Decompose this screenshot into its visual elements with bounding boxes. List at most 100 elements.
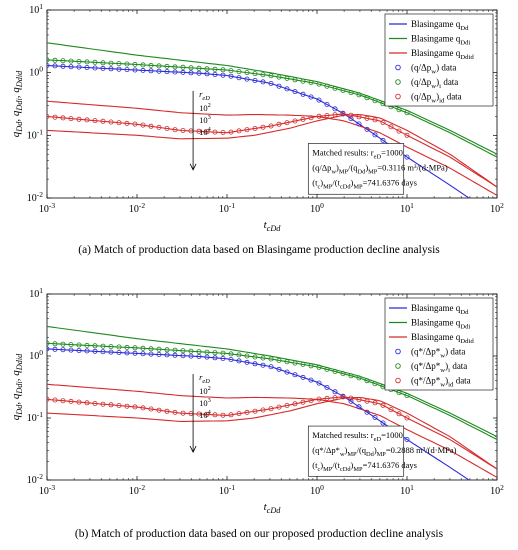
data-marker — [68, 64, 74, 70]
data-marker — [108, 60, 114, 66]
data-marker — [340, 88, 346, 94]
data-marker — [84, 342, 90, 348]
data-marker — [316, 396, 322, 402]
data-marker — [60, 115, 66, 121]
chart-panel-a: 10-3​10-2​10-1​100​101​102​10-2​10-1​100… — [10, 2, 504, 233]
data-marker — [76, 342, 82, 348]
data-marker — [244, 409, 250, 415]
data-marker — [316, 81, 322, 87]
y-tick-label: 10-1​ — [27, 127, 43, 141]
data-marker — [380, 120, 386, 126]
data-marker — [324, 384, 330, 390]
data-marker — [220, 67, 226, 73]
data-marker — [76, 64, 82, 70]
data-marker — [356, 397, 362, 403]
data-marker — [132, 121, 138, 127]
data-marker — [260, 79, 266, 85]
data-marker — [284, 402, 290, 408]
legend-box — [384, 13, 494, 107]
data-marker — [92, 118, 98, 124]
plot-frame — [46, 9, 498, 199]
legend: Blasingame qDd​ Blasingame qDdi​Blasingam… — [384, 297, 494, 391]
data-marker — [148, 123, 154, 129]
y-axis-label: qDd, qDdi, qDdid​ — [10, 353, 24, 420]
data-marker — [228, 129, 234, 135]
data-marker — [260, 407, 266, 413]
data-marker — [212, 72, 218, 78]
matched-results-line: (q*/Δp*w)MP/(qDd)MP=0.2888 m³/(d·MPa) — [312, 445, 456, 458]
x-tick-label: 10-1​ — [219, 201, 235, 215]
data-marker — [100, 343, 106, 349]
data-marker — [60, 63, 66, 69]
data-marker — [332, 389, 338, 395]
data-marker — [108, 402, 114, 408]
data-marker — [348, 90, 354, 96]
data-marker — [388, 407, 394, 413]
reD-annotation: reD​102​103​104​ — [189, 89, 212, 171]
series-line — [47, 64, 470, 198]
y-tick-label: 10-2​ — [27, 472, 43, 486]
data-marker — [100, 118, 106, 124]
data-marker — [180, 348, 186, 354]
plot-area — [47, 325, 497, 480]
data-marker — [292, 77, 298, 83]
data-marker — [276, 404, 282, 410]
data-marker — [156, 124, 162, 130]
legend-label: (q/Δpw)i data — [411, 77, 458, 90]
data-marker — [116, 120, 122, 126]
legend-label: (q*/Δp*w) data — [411, 347, 465, 360]
reD-value: 102​ — [199, 102, 211, 113]
data-marker — [140, 62, 146, 68]
data-marker — [388, 124, 394, 130]
data-marker — [172, 352, 178, 358]
data-marker — [47, 346, 50, 352]
data-marker — [308, 94, 314, 100]
data-marker — [132, 350, 138, 356]
data-marker — [100, 349, 106, 355]
data-marker — [364, 398, 370, 404]
data-marker — [204, 66, 210, 72]
x-tick-label: 10-1​ — [219, 483, 235, 497]
data-marker — [84, 65, 90, 71]
data-marker — [356, 404, 362, 410]
data-marker — [396, 390, 402, 396]
data-marker — [140, 122, 146, 128]
data-marker — [156, 346, 162, 352]
data-marker — [372, 400, 378, 406]
data-marker — [164, 69, 170, 75]
data-marker — [68, 116, 74, 122]
data-marker — [124, 350, 130, 356]
data-marker — [52, 114, 58, 120]
data-marker — [284, 359, 290, 365]
data-marker — [76, 59, 82, 65]
data-marker — [52, 346, 58, 352]
data-marker — [140, 351, 146, 357]
x-tick-label: 10-2​ — [129, 483, 145, 497]
data-marker — [340, 111, 346, 117]
data-marker — [284, 86, 290, 92]
data-marker — [260, 355, 266, 361]
data-marker — [276, 74, 282, 80]
data-marker — [204, 71, 210, 77]
x-tick-label: 102​ — [490, 483, 504, 497]
data-marker — [52, 397, 58, 403]
data-marker — [180, 353, 186, 359]
x-tick-label: 100​ — [310, 201, 324, 215]
reD-label: reD​ — [199, 372, 210, 385]
x-axis-label: tcDd​ — [264, 501, 282, 515]
data-marker — [47, 340, 50, 346]
series-line — [47, 342, 497, 440]
data-marker — [372, 98, 378, 104]
data-marker — [372, 381, 378, 387]
data-marker — [404, 110, 410, 116]
series-line — [47, 42, 497, 155]
data-marker — [348, 116, 354, 122]
data-marker — [308, 398, 314, 404]
data-marker — [92, 343, 98, 349]
y-tick-label: 10-1​ — [27, 410, 43, 424]
data-marker — [268, 73, 274, 79]
data-marker — [116, 402, 122, 408]
data-marker — [196, 65, 202, 71]
matched-results-box — [307, 425, 405, 477]
data-marker — [316, 97, 322, 103]
